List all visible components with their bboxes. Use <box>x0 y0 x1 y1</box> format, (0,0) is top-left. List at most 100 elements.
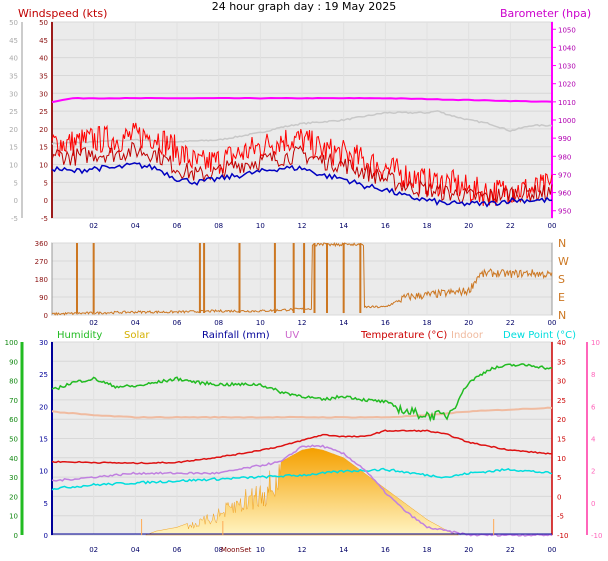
uv-tick-label: 4 <box>591 436 596 444</box>
compass-label: E <box>558 291 565 304</box>
legend-uv: UV <box>285 330 299 341</box>
wind-tick-label-outer: 5 <box>14 179 18 187</box>
x-tick-label: 06 <box>173 222 182 230</box>
x-tick-label: 22 <box>506 319 515 327</box>
barometer-title: Barometer (hpa) <box>500 7 591 20</box>
x-tick-label: 02 <box>89 222 98 230</box>
x-tick-label: 06 <box>173 546 182 554</box>
x-tick-label: 04 <box>131 546 140 554</box>
x-tick-label: 02 <box>89 546 98 554</box>
wind-tick-label: -5 <box>41 215 48 223</box>
wind-tick-label-outer: -5 <box>11 215 18 223</box>
temp-tick-label: 40 <box>557 339 566 347</box>
legend-solar: Solar <box>124 330 150 341</box>
x-tick-label: 12 <box>298 319 307 327</box>
temp-tick-label: 0 <box>557 493 561 501</box>
compass-label: N <box>558 237 566 250</box>
rain-tick-label: 0 <box>44 532 48 540</box>
uv-tick-label: 8 <box>591 371 595 379</box>
x-tick-label: 16 <box>381 546 390 554</box>
wind-tick-label-outer: 10 <box>9 162 18 170</box>
wind-tick-label: 15 <box>39 144 48 152</box>
x-tick-label: 10 <box>256 222 265 230</box>
baro-tick-label: 1050 <box>558 26 576 34</box>
wind-tick-label: 5 <box>44 179 48 187</box>
temp-tick-label: 35 <box>557 358 566 366</box>
wind-tick-label: 50 <box>39 19 48 27</box>
compass-label: S <box>558 273 565 286</box>
legend-dew-point-c: Dew Point (°C) <box>503 330 576 341</box>
chart-title: 24 hour graph day : 19 May 2025 <box>211 0 397 13</box>
x-tick-label: 14 <box>339 319 348 327</box>
humidity-tick-label: 20 <box>9 493 18 501</box>
rain-tick-label: 30 <box>39 339 48 347</box>
humidity-tick-label: 100 <box>5 339 18 347</box>
windspeed-title: Windspeed (kts) <box>18 7 107 20</box>
direction-tick-label: 90 <box>39 294 48 302</box>
direction-tick-label: 270 <box>35 258 48 266</box>
humidity-line <box>51 363 553 423</box>
x-tick-label: 06 <box>173 319 182 327</box>
temp-tick-label: -5 <box>557 513 564 521</box>
x-tick-label: 14 <box>339 222 348 230</box>
x-tick-label: 04 <box>131 319 140 327</box>
x-tick-label: 02 <box>89 319 98 327</box>
dewpoint-line <box>51 467 553 491</box>
wind-tick-label: 35 <box>39 72 48 80</box>
x-tick-label: 08 <box>214 222 223 230</box>
x-tick-label: 12 <box>298 222 307 230</box>
x-tick-label: 10 <box>256 319 265 327</box>
baro-tick-label: 990 <box>558 135 571 143</box>
x-tick-label: 08 <box>214 319 223 327</box>
temp-tick-label: 15 <box>557 436 566 444</box>
baro-tick-label: 980 <box>558 153 571 161</box>
uv-tick-label: 10 <box>591 339 600 347</box>
x-tick-label: 08 <box>214 546 223 554</box>
x-tick-label: 00 <box>548 546 557 554</box>
baro-tick-label: 950 <box>558 208 571 216</box>
temp-tick-label: 25 <box>557 397 566 405</box>
direction-line <box>51 241 553 316</box>
wind-tick-label: 40 <box>39 55 48 63</box>
uv-tick-label: 6 <box>591 403 596 411</box>
average-wind-line <box>51 162 553 208</box>
wind-tick-label-outer: 20 <box>9 126 18 134</box>
x-tick-label: 16 <box>381 319 390 327</box>
wind-tick-label: 0 <box>44 197 48 205</box>
wind-line <box>51 141 553 204</box>
rain-tick-label: 25 <box>39 371 48 379</box>
barometer-line <box>51 110 553 145</box>
baro-tick-label: 1010 <box>558 99 576 107</box>
humidity-tick-label: 40 <box>9 455 18 463</box>
baro-tick-label: 1030 <box>558 63 576 71</box>
humidity-tick-label: 60 <box>9 416 18 424</box>
direction-tick-label: 0 <box>44 312 48 320</box>
x-tick-label: 14 <box>339 546 348 554</box>
wind-tick-label-outer: 50 <box>9 19 18 27</box>
temp-tick-label: 10 <box>557 455 566 463</box>
wind-tick-label-outer: 0 <box>14 197 18 205</box>
humidity-tick-label: 70 <box>9 397 18 405</box>
wind-tick-label: 30 <box>39 90 48 98</box>
x-tick-label: 12 <box>298 546 307 554</box>
x-tick-label: 18 <box>423 546 432 554</box>
baro-tick-label: 1000 <box>558 117 576 125</box>
x-tick-label: 00 <box>548 222 557 230</box>
solar-area <box>145 447 459 536</box>
x-tick-label: 20 <box>464 546 473 554</box>
direction-tick-label: 180 <box>35 276 48 284</box>
x-tick-label: 20 <box>464 222 473 230</box>
temp-tick-label: 20 <box>557 416 566 424</box>
baro-tick-label: 1020 <box>558 81 576 89</box>
humidity-tick-label: 90 <box>9 358 18 366</box>
legend-temperature-c: Temperature (°C) <box>360 330 447 341</box>
x-tick-label: 04 <box>131 222 140 230</box>
gust-line <box>51 122 553 206</box>
wind-tick-label-outer: 35 <box>9 72 18 80</box>
wind-tick-label: 20 <box>39 126 48 134</box>
legend-humidity: Humidity <box>57 330 102 341</box>
humidity-tick-label: 80 <box>9 378 18 386</box>
wind-tick-label: 45 <box>39 37 48 45</box>
compass-label: W <box>558 255 569 268</box>
